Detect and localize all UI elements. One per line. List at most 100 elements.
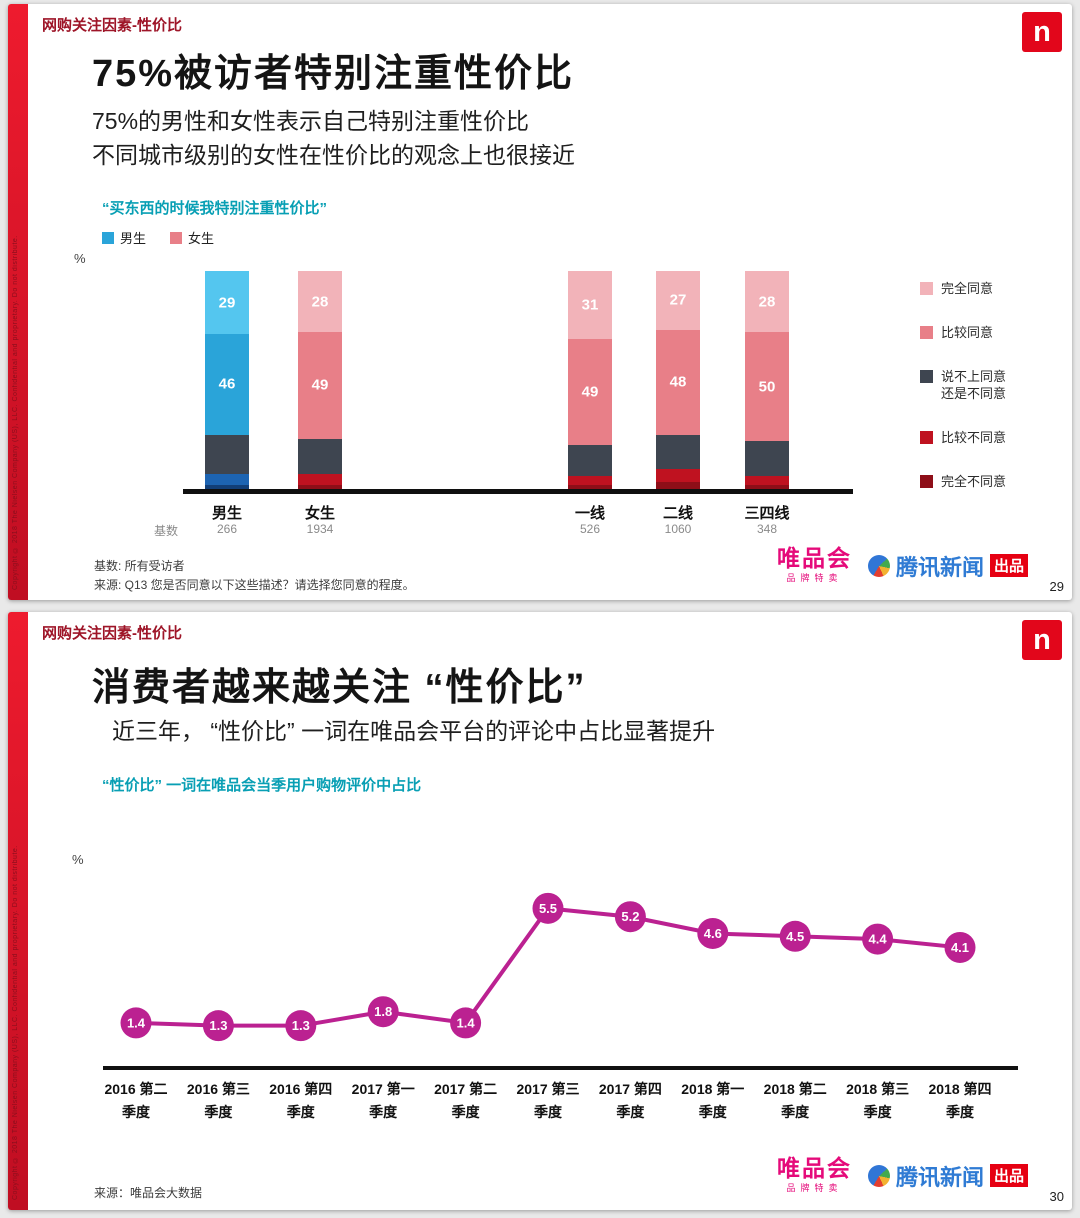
- data-point-value: 4.5: [786, 929, 804, 944]
- tencent-news-badge: 出品: [989, 554, 1028, 577]
- legend-item: 说不上同意 还是不同意: [920, 368, 1006, 402]
- brand-footer: 唯品会 品牌特卖 腾讯新闻 出品: [777, 1157, 1028, 1194]
- bar-segment: [568, 445, 612, 476]
- stacked-bar: 48 27: [656, 271, 700, 489]
- bar-value-label: 49: [311, 376, 329, 394]
- copyright-text: Copyright © 2018 The Nielsen Company (US…: [12, 845, 19, 1200]
- tencent-news-icon: [867, 554, 890, 577]
- stacked-bar: 50 28: [745, 271, 789, 489]
- stacked-bar: 49 28: [298, 271, 342, 489]
- vip-logo: 唯品会 品牌特卖: [777, 547, 852, 584]
- bar-segment: 28: [745, 271, 789, 333]
- tencent-news-logo: 腾讯新闻 出品: [867, 1160, 1028, 1192]
- slide-29: Copyright © 2018 The Nielsen Company (US…: [8, 4, 1072, 600]
- footnote-source: 来源：唯品会大数据: [94, 1186, 203, 1200]
- legend-item: 完全不同意: [920, 473, 1006, 490]
- copyright-text: Copyright © 2018 The Nielsen Company (US…: [12, 235, 19, 590]
- legend-swatch: [102, 231, 114, 244]
- legend-swatch: [920, 475, 933, 488]
- base-count: 1934: [306, 522, 334, 536]
- subtitle-line: 不同城市级别的女性在性价比的观念上也很接近: [92, 142, 575, 168]
- vip-logo: 唯品会 品牌特卖: [777, 1157, 852, 1194]
- data-point-value: 1.4: [457, 1015, 476, 1030]
- legend-item: 女生: [170, 228, 214, 247]
- x-axis-label: 2018 第一 季度: [681, 1081, 745, 1120]
- tencent-news-text: 腾讯新闻: [895, 554, 984, 580]
- slide-subtitle: 75%的男性和女性表示自己特别注重性价比 不同城市级别的女性在性价比的观念上也很…: [92, 104, 575, 172]
- x-axis-line: [183, 489, 853, 494]
- bar-value-label: 31: [581, 296, 599, 314]
- slide-title: 75%被访者特别注重性价比: [92, 53, 575, 95]
- data-point-marker: [614, 901, 646, 933]
- bar-segment: 27: [656, 271, 700, 330]
- y-axis-unit: %: [72, 852, 84, 867]
- bar-segment: [205, 473, 249, 485]
- legend-item: 比较不同意: [920, 429, 1006, 446]
- legend-label: 比较同意: [941, 325, 994, 340]
- data-point-marker: [532, 892, 564, 924]
- legend-swatch: [170, 231, 183, 244]
- data-point-value: 5.5: [539, 901, 557, 916]
- bar-segment: 29: [205, 271, 249, 335]
- nielsen-logo: n: [1022, 12, 1062, 52]
- tencent-news-icon: [867, 1164, 890, 1187]
- page-number: 30: [1049, 1189, 1064, 1204]
- data-point-value: 5.2: [621, 909, 639, 924]
- section-label: 网购关注因素-性价比: [42, 625, 182, 642]
- line-chart: 1.4 1.3 1.3 1.8 1.4 5.5 5.2 4.6 4.5 4.4 4.1 2016 第…: [103, 862, 1018, 1120]
- data-point-marker: [285, 1010, 317, 1042]
- tencent-news-text: 腾讯新闻: [895, 1164, 984, 1190]
- brand-footer: 唯品会 品牌特卖 腾讯新闻 出品: [777, 547, 1028, 584]
- tencent-news-logo: 腾讯新闻 出品: [867, 550, 1028, 582]
- legend-swatch: [920, 370, 933, 383]
- x-category-label: 一线: [574, 505, 606, 522]
- bar-segment: 46: [205, 334, 249, 435]
- vip-logo-tagline: 品牌特卖: [786, 1183, 843, 1193]
- data-point-value: 1.3: [209, 1018, 227, 1033]
- x-category-label: 女生: [304, 505, 336, 522]
- slide-title: 消费者越来越关注 “性价比”: [92, 667, 587, 709]
- slide-subtitle: 近三年， “性价比” 一词在唯品会平台的评论中占比显著提升: [112, 718, 716, 744]
- data-point-value: 4.1: [951, 940, 969, 955]
- bar-value-label: 49: [581, 383, 599, 401]
- bar-segment: [205, 434, 249, 474]
- x-category-label: 三四线: [744, 505, 790, 522]
- bar-segment: 28: [298, 271, 342, 333]
- vip-logo-text: 唯品会: [776, 1155, 852, 1181]
- bar-segment: [298, 473, 342, 485]
- bar-segment: [298, 438, 342, 474]
- data-point-marker: [862, 923, 894, 955]
- bar-segment: [745, 475, 789, 485]
- x-axis-label: 2017 第三 季度: [516, 1081, 580, 1120]
- x-axis-label: 2016 第二 季度: [104, 1081, 168, 1120]
- legend-item: 比较同意: [920, 324, 1006, 341]
- data-point-marker: [697, 917, 729, 949]
- legend-label: 比较不同意: [941, 430, 1007, 445]
- bar-segment: [656, 482, 700, 489]
- x-axis-label: 2017 第二 季度: [434, 1081, 498, 1120]
- legend-label: 男生: [120, 231, 147, 246]
- bar-segment: [656, 434, 700, 470]
- footnote-base: 基数: 所有受访者: [94, 559, 185, 573]
- bar-segment: 48: [656, 329, 700, 435]
- stacked-bar: 49 31: [568, 271, 612, 489]
- bar-value-label: 29: [218, 294, 236, 312]
- legend-swatch: [920, 431, 933, 444]
- x-axis-label: 2018 第三 季度: [846, 1081, 910, 1120]
- data-point-value: 1.3: [292, 1018, 310, 1033]
- data-point-value: 4.6: [704, 926, 722, 941]
- legend-item: 完全同意: [920, 280, 1006, 297]
- bar-value-label: 48: [669, 373, 687, 391]
- chart-caption: “买东西的时候我特别注重性价比”: [102, 200, 328, 217]
- bar-segment: 49: [568, 338, 612, 446]
- legend-label: 女生: [188, 231, 215, 246]
- bar-segment: [745, 441, 789, 476]
- subtitle-line: 75%的男性和女性表示自己特别注重性价比: [92, 108, 530, 134]
- bar-value-label: 28: [758, 293, 776, 311]
- data-point-marker: [944, 931, 976, 963]
- bar-value-label: 50: [758, 378, 776, 396]
- line-series: [135, 906, 961, 1028]
- copyright-strip: Copyright © 2018 The Nielsen Company (US…: [8, 612, 28, 1210]
- data-point-marker: [779, 920, 811, 952]
- bar-segment: [298, 484, 342, 489]
